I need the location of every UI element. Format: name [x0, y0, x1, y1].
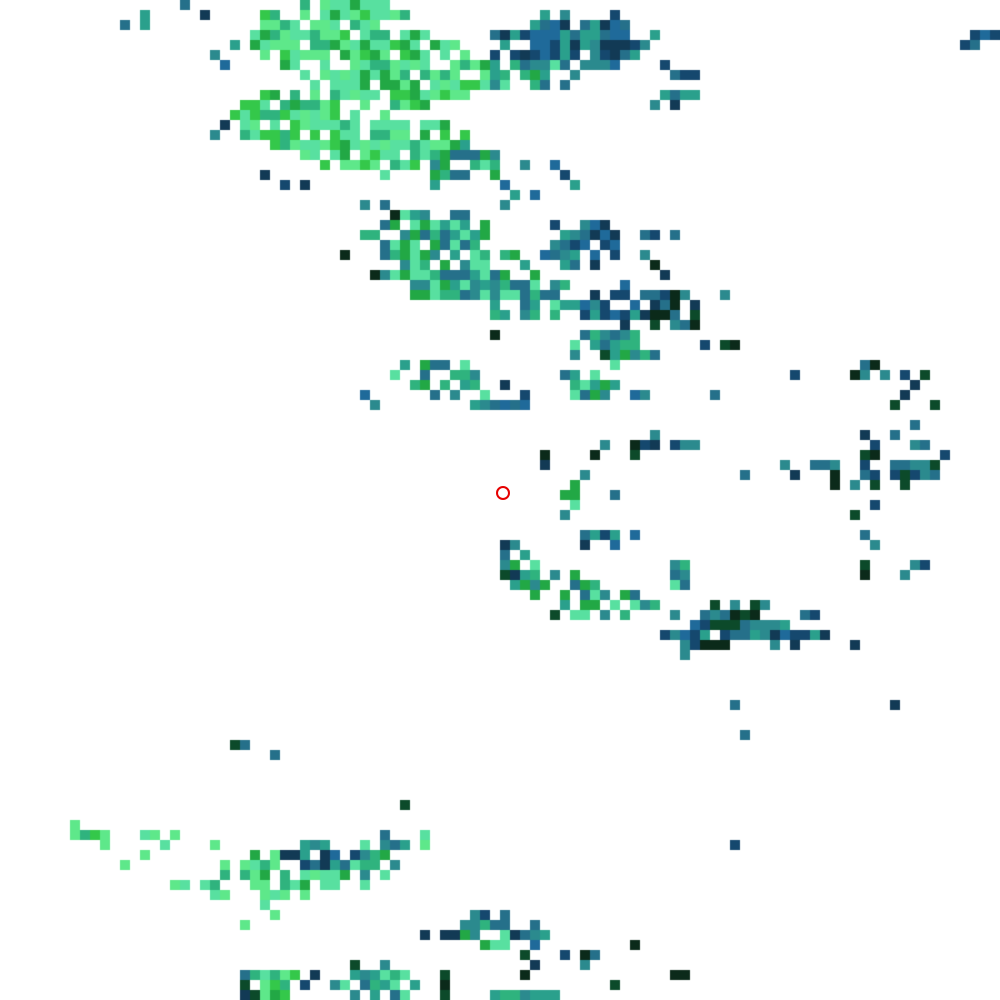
- location-marker-icon[interactable]: [496, 486, 510, 500]
